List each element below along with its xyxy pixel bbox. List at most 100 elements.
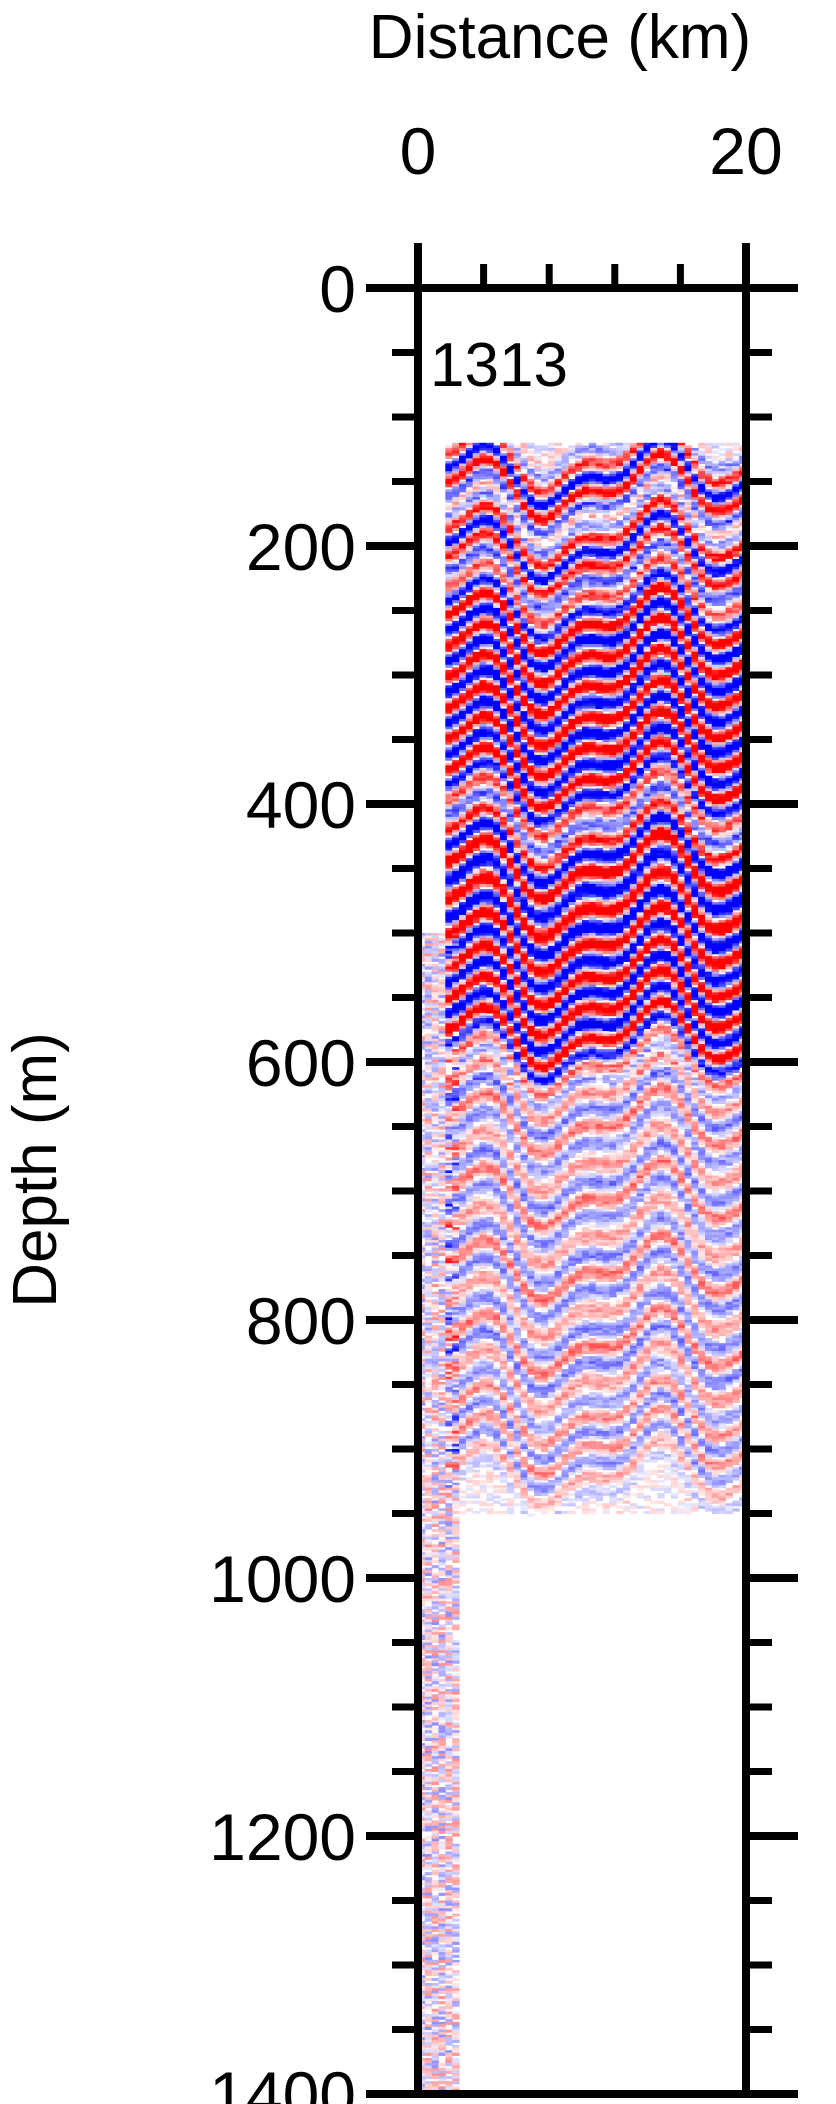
seismic-cell: [486, 574, 494, 578]
seismic-cell: [486, 943, 494, 947]
seismic-cell: [486, 515, 494, 519]
seismic-cell: [438, 1232, 446, 1236]
seismic-cell: [452, 1534, 460, 1538]
seismic-cell: [486, 1309, 494, 1313]
seismic-cell: [486, 1170, 494, 1174]
seismic-cell: [431, 1407, 440, 1411]
seismic-cell: [479, 806, 487, 810]
seismic-cell: [493, 716, 501, 720]
seismic-cell: [500, 530, 508, 534]
seismic-cell: [438, 1116, 446, 1120]
seismic-cell: [472, 460, 481, 465]
seismic-cell: [479, 850, 487, 854]
seismic-cell: [472, 1438, 481, 1442]
seismic-cell: [438, 1995, 446, 2000]
seismic-cell: [465, 785, 474, 790]
seismic-cell: [459, 538, 467, 542]
seismic-cell: [479, 837, 487, 841]
seismic-cell: [465, 951, 474, 955]
seismic-cell: [465, 471, 474, 475]
seismic-cell: [486, 793, 494, 797]
seismic-cell: [452, 793, 460, 797]
seismic-cell: [452, 494, 460, 498]
seismic-cell: [445, 914, 453, 919]
seismic-cell: [493, 853, 501, 857]
seismic-cell: [452, 2086, 460, 2090]
seismic-cell: [424, 1583, 433, 1587]
seismic-cell: [431, 1085, 440, 1089]
seismic-cell: [452, 607, 460, 612]
seismic-cell: [479, 1335, 487, 1339]
seismic-cell: [472, 1304, 481, 1308]
seismic-cell: [431, 1995, 440, 2000]
seismic-cell: [452, 1412, 460, 1417]
seismic-cell: [493, 491, 501, 495]
seismic-cell: [452, 1410, 460, 1414]
seismic-cell: [445, 1405, 453, 1409]
seismic-cell: [500, 760, 508, 764]
seismic-cell: [479, 664, 487, 668]
seismic-cell: [438, 1683, 446, 1687]
seismic-cell: [459, 744, 467, 748]
seismic-cell: [472, 891, 481, 895]
seismic-cell: [445, 953, 453, 957]
seismic-cell: [486, 484, 494, 488]
seismic-cell: [424, 1805, 433, 1809]
seismic-cell: [465, 778, 474, 782]
seismic-cell: [465, 680, 474, 684]
seismic-cell: [445, 2021, 453, 2025]
seismic-cell: [424, 1240, 433, 1244]
seismic-cell: [452, 2050, 460, 2054]
seismic-cell: [459, 1160, 467, 1164]
seismic-cell: [445, 1221, 453, 1226]
seismic-cell: [445, 1033, 453, 1037]
seismic-cell: [465, 582, 474, 586]
seismic-cell: [472, 672, 481, 676]
seismic-cell: [438, 1965, 446, 1969]
seismic-cell: [472, 834, 481, 839]
seismic-cell: [500, 734, 508, 738]
seismic-cell: [445, 507, 453, 511]
seismic-cell: [445, 1608, 453, 1613]
seismic-cell: [459, 468, 467, 472]
seismic-cell: [479, 1010, 487, 1014]
seismic-cell: [431, 1232, 440, 1236]
seismic-cell: [465, 540, 474, 545]
seismic-cell: [424, 1928, 433, 1933]
seismic-cell: [431, 984, 440, 988]
seismic-cell: [431, 1565, 440, 1569]
seismic-cell: [424, 1046, 433, 1050]
seismic-cell: [452, 651, 460, 655]
seismic-cell: [472, 1338, 481, 1342]
seismic-cell: [472, 793, 481, 797]
seismic-cell: [438, 1415, 446, 1419]
seismic-cell: [424, 1578, 433, 1582]
seismic-cell: [493, 920, 501, 924]
seismic-cell: [452, 1817, 460, 1822]
seismic-cell: [424, 1454, 433, 1458]
seismic-cell: [445, 1544, 453, 1548]
seismic-cell: [465, 853, 474, 857]
seismic-cell: [479, 574, 487, 578]
seismic-cell: [500, 667, 508, 671]
seismic-cell: [465, 1456, 474, 1460]
seismic-cell: [459, 770, 467, 774]
seismic-cell: [445, 564, 453, 568]
seismic-cell: [445, 1098, 453, 1102]
seismic-cell: [479, 1294, 487, 1298]
seismic-cell: [452, 1949, 460, 1953]
seismic-cell: [459, 760, 467, 764]
seismic-cell: [445, 956, 453, 960]
seismic-cell: [479, 455, 487, 459]
seismic-cell: [459, 1384, 467, 1388]
seismic-cell: [431, 1774, 440, 1778]
seismic-cell: [445, 700, 453, 704]
seismic-cell: [452, 1931, 460, 1935]
seismic-cell: [493, 791, 501, 795]
seismic-cell: [452, 1405, 460, 1409]
seismic-cell: [500, 708, 508, 712]
seismic-cell: [431, 1007, 440, 1011]
seismic-cell: [486, 1165, 494, 1169]
seismic-cell: [486, 1314, 494, 1319]
seismic-cell: [438, 982, 446, 986]
